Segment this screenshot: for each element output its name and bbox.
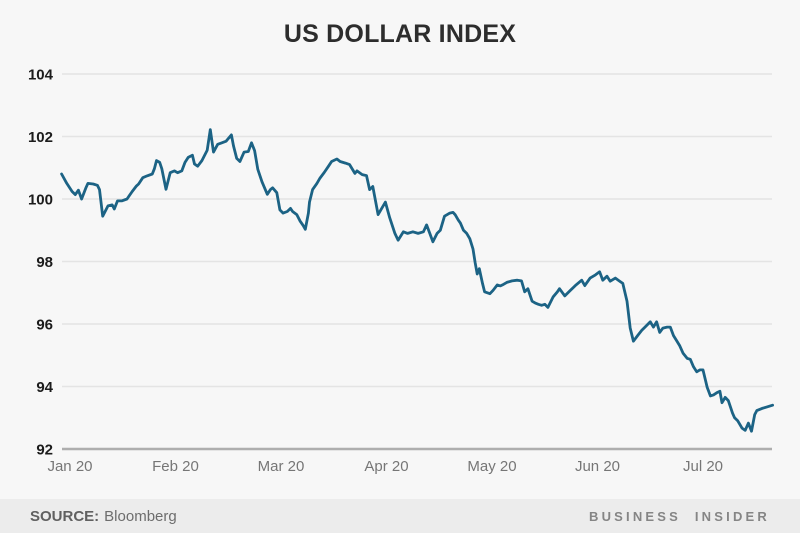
x-tick-label-jun-20: Jun 20 — [575, 458, 620, 475]
source-attribution: SOURCE: Bloomberg — [30, 508, 177, 525]
x-tick-label-jan-20: Jan 20 — [47, 458, 92, 475]
y-tick-label-92: 92 — [36, 442, 53, 459]
footer-bar: SOURCE: Bloomberg BUSINESS INSIDER — [0, 499, 800, 533]
y-tick-label-104: 104 — [28, 67, 54, 84]
y-tick-label-96: 96 — [36, 317, 53, 334]
x-tick-label-apr-20: Apr 20 — [364, 458, 408, 475]
chart-title: US DOLLAR INDEX — [283, 20, 517, 48]
us-dollar-index-line — [60, 128, 774, 433]
y-tick-label-100: 100 — [28, 192, 53, 209]
brand-logo: BUSINESS INSIDER — [588, 508, 770, 524]
source-value: Bloomberg — [104, 507, 177, 525]
x-tick-label-feb-20: Feb 20 — [152, 458, 199, 475]
x-tick-label-may-20: May 20 — [467, 458, 516, 475]
y-tick-label-94: 94 — [36, 379, 53, 396]
source-label: SOURCE: — [30, 507, 100, 525]
y-tick-label-102: 102 — [28, 129, 53, 146]
y-tick-label-98: 98 — [36, 254, 53, 271]
x-tick-label-mar-20: Mar 20 — [258, 458, 305, 475]
x-tick-label-jul-20: Jul 20 — [683, 458, 723, 475]
